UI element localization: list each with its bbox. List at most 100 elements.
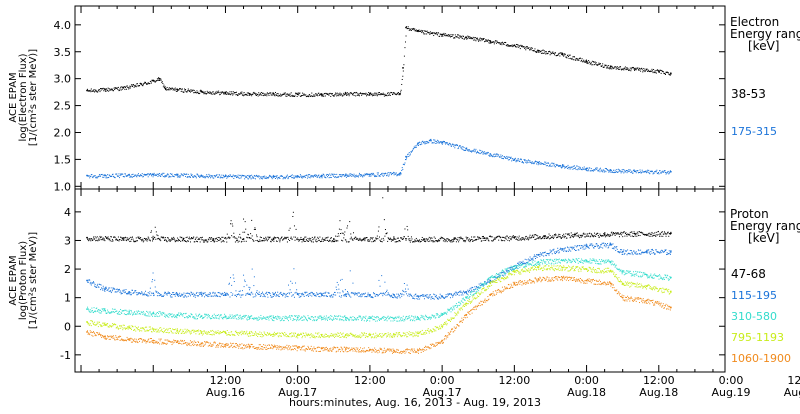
scatter-dot bbox=[630, 250, 631, 251]
scatter-dot bbox=[115, 309, 116, 310]
scatter-dot bbox=[364, 240, 365, 241]
scatter-dot bbox=[656, 171, 657, 172]
scatter-dot bbox=[435, 33, 436, 34]
scatter-dot bbox=[389, 93, 390, 94]
scatter-dot bbox=[184, 296, 185, 297]
legend-title-line: [keV] bbox=[748, 39, 779, 53]
scatter-dot bbox=[355, 176, 356, 177]
scatter-dot bbox=[666, 249, 667, 250]
scatter-dot bbox=[312, 293, 313, 294]
scatter-dot bbox=[181, 91, 182, 92]
scatter-dot bbox=[248, 287, 249, 288]
scatter-dot bbox=[517, 46, 518, 47]
scatter-dot bbox=[333, 174, 334, 175]
scatter-dot bbox=[398, 92, 399, 93]
scatter-dot bbox=[403, 294, 404, 295]
scatter-dot bbox=[241, 176, 242, 177]
scatter-dot bbox=[652, 171, 653, 172]
scatter-dot bbox=[180, 314, 181, 315]
scatter-dot bbox=[121, 90, 122, 91]
scatter-dot bbox=[538, 238, 539, 239]
scatter-dot bbox=[276, 237, 277, 238]
scatter-dot bbox=[239, 234, 240, 235]
scatter-dot bbox=[474, 240, 475, 241]
scatter-dot bbox=[435, 238, 436, 239]
scatter-dot bbox=[99, 313, 100, 314]
scatter-dot bbox=[219, 292, 220, 293]
scatter-dot bbox=[190, 241, 191, 242]
scatter-dot bbox=[359, 174, 360, 175]
scatter-dot bbox=[87, 282, 88, 283]
scatter-dot bbox=[309, 239, 310, 240]
scatter-dot bbox=[291, 292, 292, 293]
scatter-dot bbox=[603, 243, 604, 244]
scatter-dot bbox=[504, 240, 505, 241]
scatter-dot bbox=[517, 161, 518, 162]
scatter-dot bbox=[220, 92, 221, 93]
scatter-dot bbox=[336, 289, 337, 290]
scatter-dot bbox=[458, 37, 459, 38]
scatter-dot bbox=[232, 295, 233, 296]
scatter-dot bbox=[660, 70, 661, 71]
scatter-dot bbox=[148, 238, 149, 239]
scatter-dot bbox=[515, 236, 516, 237]
scatter-dot bbox=[606, 168, 607, 169]
scatter-dot bbox=[294, 177, 295, 178]
scatter-dot bbox=[98, 287, 99, 288]
scatter-dot bbox=[438, 299, 439, 300]
scatter-dot bbox=[563, 165, 564, 166]
scatter-dot bbox=[229, 237, 230, 238]
scatter-dot bbox=[414, 240, 415, 241]
scatter-dot bbox=[437, 34, 438, 35]
scatter-dot bbox=[373, 173, 374, 174]
scatter-dot bbox=[413, 28, 414, 29]
scatter-dot bbox=[156, 175, 157, 176]
scatter-dot bbox=[333, 176, 334, 177]
scatter-dot bbox=[254, 176, 255, 177]
scatter-dot bbox=[156, 291, 157, 292]
scatter-dot bbox=[417, 299, 418, 300]
scatter-dot bbox=[441, 296, 442, 297]
scatter-dot bbox=[182, 316, 183, 317]
scatter-dot bbox=[265, 95, 266, 96]
scatter-dot bbox=[146, 83, 147, 84]
scatter-dot bbox=[661, 232, 662, 233]
scatter-dot bbox=[117, 289, 118, 290]
scatter-dot bbox=[505, 42, 506, 43]
scatter-dot bbox=[411, 152, 412, 153]
scatter-dot bbox=[653, 233, 654, 234]
scatter-dot bbox=[198, 295, 199, 296]
scatter-dot bbox=[471, 239, 472, 240]
scatter-dot bbox=[393, 240, 394, 241]
scatter-dot bbox=[473, 289, 474, 290]
scatter-dot bbox=[157, 176, 158, 177]
scatter-dot bbox=[430, 299, 431, 300]
scatter-dot bbox=[242, 95, 243, 96]
scatter-dot bbox=[208, 314, 209, 315]
scatter-dot bbox=[151, 237, 152, 238]
scatter-dot bbox=[410, 29, 411, 30]
scatter-dot bbox=[604, 172, 605, 173]
scatter-dot bbox=[169, 89, 170, 90]
scatter-dot bbox=[603, 235, 604, 236]
scatter-dot bbox=[326, 237, 327, 238]
scatter-dot bbox=[500, 156, 501, 157]
scatter-dot bbox=[173, 237, 174, 238]
scatter-dot bbox=[627, 254, 628, 255]
scatter-dot bbox=[187, 293, 188, 294]
scatter-dot bbox=[570, 168, 571, 169]
scatter-dot bbox=[429, 140, 430, 141]
scatter-dot bbox=[128, 292, 129, 293]
scatter-dot bbox=[541, 50, 542, 51]
scatter-dot bbox=[554, 235, 555, 236]
scatter-dot bbox=[563, 236, 564, 237]
scatter-dot bbox=[590, 244, 591, 245]
scatter-dot bbox=[632, 233, 633, 234]
scatter-dot bbox=[528, 159, 529, 160]
scatter-dot bbox=[266, 239, 267, 240]
scatter-dot bbox=[322, 175, 323, 176]
scatter-dot bbox=[469, 289, 470, 290]
scatter-dot bbox=[443, 33, 444, 34]
scatter-dot bbox=[554, 252, 555, 253]
scatter-dot bbox=[286, 294, 287, 295]
